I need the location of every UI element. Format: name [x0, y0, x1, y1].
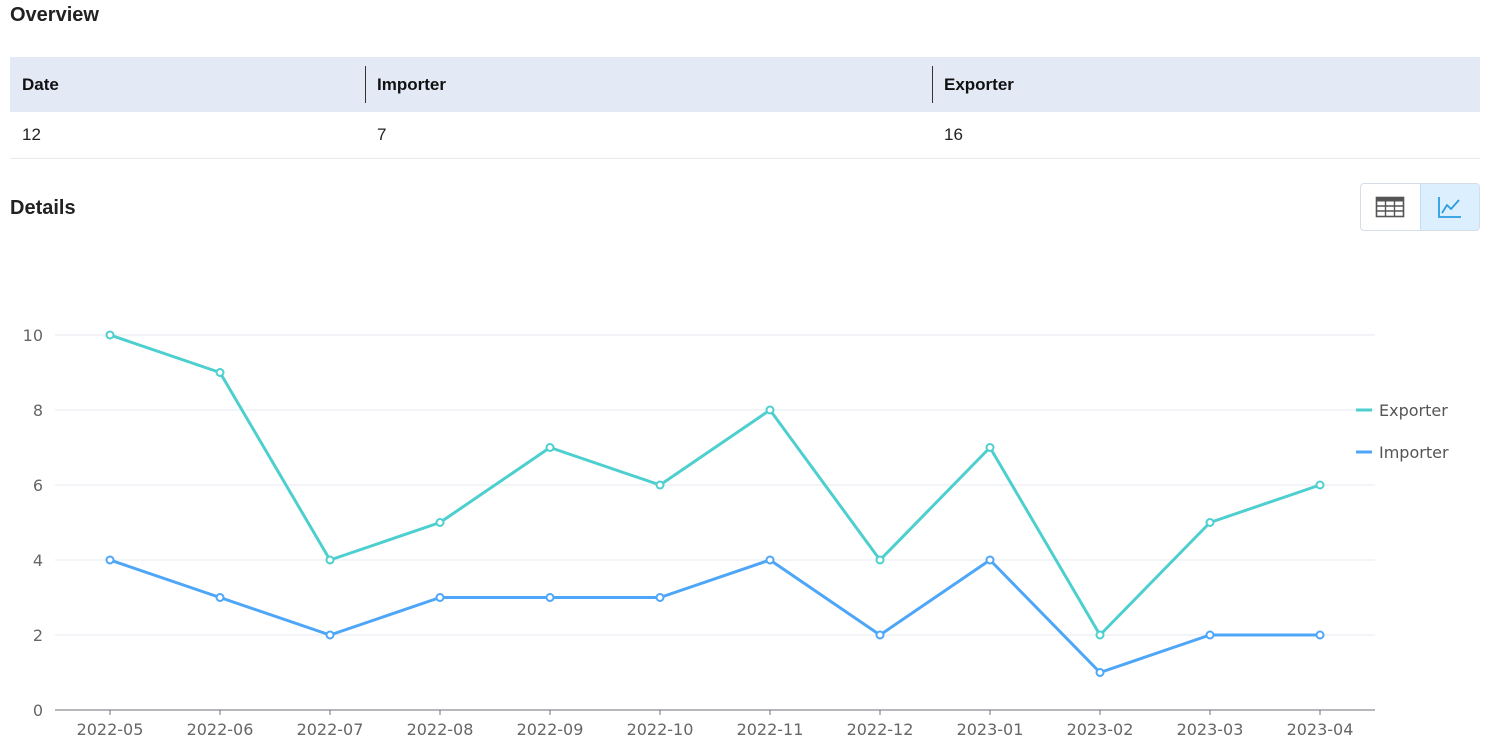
data-point-importer[interactable] — [105, 555, 115, 565]
x-tick-label: 2022-05 — [77, 720, 144, 739]
data-point-exporter[interactable] — [1205, 518, 1215, 527]
line-chart: 0 2 4 6 8 10 2022-05 2022-06 2022-07 2022-08 2022-… — [23, 326, 1449, 739]
y-tick-label: 6 — [33, 476, 43, 495]
x-tick-label: 2022-12 — [847, 720, 914, 739]
header-date: Date — [10, 57, 365, 112]
data-point-importer[interactable] — [435, 593, 445, 602]
x-tick-label: 2022-06 — [187, 720, 254, 739]
x-tick-label: 2022-09 — [517, 720, 584, 739]
chart-series — [105, 330, 1325, 677]
data-point-exporter[interactable] — [435, 518, 445, 527]
details-title: Details — [10, 197, 76, 219]
chart-legend: Exporter Importer — [1356, 401, 1449, 462]
data-point-importer[interactable] — [215, 593, 225, 602]
data-point-importer[interactable] — [545, 593, 555, 602]
y-tick-label: 10 — [23, 326, 43, 345]
data-point-importer[interactable] — [655, 593, 665, 602]
header-importer: Importer — [365, 57, 932, 112]
y-tick-label: 2 — [33, 626, 43, 645]
view-toggle — [1360, 183, 1480, 231]
x-tick-label: 2023-02 — [1067, 720, 1134, 739]
x-tick-label: 2022-08 — [407, 720, 474, 739]
data-point-exporter[interactable] — [1095, 630, 1105, 640]
x-tick-label: 2022-07 — [297, 720, 364, 739]
overview-title: Overview — [10, 4, 99, 26]
value-exporter: 16 — [932, 112, 1480, 159]
data-point-importer[interactable] — [765, 555, 775, 565]
overview-table: Date Importer Exporter 12 7 16 — [10, 57, 1480, 159]
data-point-exporter[interactable] — [215, 368, 225, 377]
data-point-exporter[interactable] — [545, 443, 555, 452]
table-icon — [1375, 196, 1405, 218]
data-point-importer[interactable] — [1205, 630, 1215, 640]
legend-label-exporter[interactable]: Exporter — [1379, 401, 1448, 420]
value-importer: 7 — [365, 112, 932, 159]
grid-lines — [55, 334, 1375, 636]
data-point-exporter[interactable] — [105, 330, 115, 340]
data-point-importer[interactable] — [875, 630, 885, 640]
overview-value-row: 12 7 16 — [10, 112, 1480, 159]
x-tick-label: 2022-10 — [627, 720, 694, 739]
data-point-exporter[interactable] — [655, 480, 665, 490]
y-tick-label: 0 — [33, 701, 43, 720]
data-point-exporter[interactable] — [1315, 480, 1325, 490]
x-tick-label: 2022-11 — [737, 720, 804, 739]
data-point-importer[interactable] — [985, 555, 995, 565]
data-point-importer[interactable] — [1315, 630, 1325, 640]
data-point-exporter[interactable] — [325, 555, 335, 565]
line-chart-icon — [1437, 197, 1461, 218]
x-tick-label: 2023-03 — [1177, 720, 1244, 739]
data-point-exporter[interactable] — [985, 443, 995, 452]
data-point-importer[interactable] — [325, 630, 335, 640]
series-line-importer — [109, 558, 1320, 674]
y-tick-label: 8 — [33, 401, 43, 420]
y-tick-label: 4 — [33, 551, 43, 570]
data-point-exporter[interactable] — [875, 555, 885, 565]
header-exporter: Exporter — [932, 57, 1480, 112]
series-line-exporter — [109, 333, 1321, 637]
overview-header-row: Date Importer Exporter — [10, 57, 1480, 112]
x-axis: 0 2 4 6 8 10 2022-05 2022-06 2022-07 2022-08 2022-… — [23, 326, 1375, 739]
data-point-exporter[interactable] — [765, 405, 775, 415]
x-tick-label: 2023-04 — [1287, 720, 1354, 739]
value-date: 12 — [10, 112, 365, 159]
chart-view-button[interactable] — [1419, 184, 1479, 230]
table-view-button[interactable] — [1361, 184, 1420, 230]
legend-label-importer[interactable]: Importer — [1379, 443, 1449, 462]
x-tick-label: 2023-01 — [957, 720, 1024, 739]
data-point-importer[interactable] — [1095, 668, 1105, 677]
